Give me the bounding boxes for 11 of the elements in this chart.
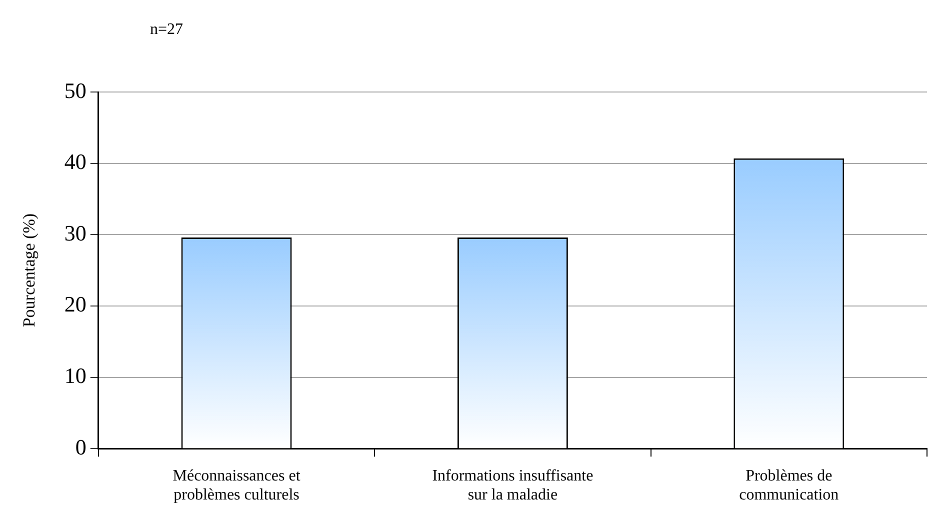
- x-tick-label: Problèmes de communication: [739, 467, 839, 504]
- y-tick-label: 50: [64, 78, 86, 103]
- y-tick-label: 0: [75, 434, 86, 460]
- x-tick-label: Méconnaissances et problèmes culturels: [172, 467, 301, 504]
- y-tick-label: 20: [64, 292, 86, 317]
- y-tick-label: 10: [64, 363, 86, 388]
- y-tick-label: 30: [64, 220, 86, 246]
- text: n=27: [150, 21, 184, 38]
- x-tick-label: Informations insuffisante sur la maladie: [432, 467, 594, 504]
- y-axis-title: Pourcentage (%): [20, 213, 39, 328]
- y-tick-label: 40: [64, 149, 86, 174]
